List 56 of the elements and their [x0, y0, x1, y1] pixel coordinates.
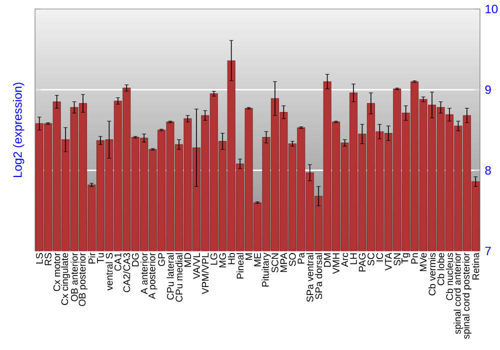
x-tick-label: SC — [368, 252, 374, 266]
x-tick-label: A anterior — [140, 252, 148, 294]
x-tick-label: CA1 — [114, 253, 122, 271]
x-tick-label: SPa dorsal — [315, 253, 322, 300]
x-tick-label: M — [245, 253, 252, 260]
x-tick-label: A posterior — [148, 252, 158, 299]
x-tick-label: GP — [158, 253, 165, 266]
x-tick-label: CPu medial — [175, 253, 182, 302]
x-tick-label: SPa ventral — [306, 253, 314, 302]
x-tick-label: Cb lobe — [437, 253, 444, 286]
x-tick-label: DG — [132, 253, 139, 266]
x-tick-label: MG — [219, 253, 226, 268]
x-tick-label: PAG — [358, 253, 366, 272]
x-tick-label: Pn — [411, 253, 418, 264]
x-tick-label: LH — [350, 253, 357, 264]
x-tick-label: MVe — [420, 253, 427, 272]
x-tick-label: OB posterior — [78, 252, 88, 306]
x-tick-label: Pineal — [236, 253, 244, 278]
x-tick-label: VPM/VPL — [202, 252, 209, 294]
x-tick-label: spinal cord posterior — [462, 252, 472, 339]
x-tick-label: Pituitary — [262, 252, 271, 286]
x-tick-label: Cb nucleus — [446, 252, 453, 300]
x-tick-label: Pir — [88, 252, 96, 264]
y-tick-label: 10 — [486, 4, 498, 14]
x-tick-label: Arc — [341, 252, 348, 267]
x-tick-label: Tg — [402, 253, 410, 264]
x-tick-label: Hb — [228, 253, 235, 264]
y-tick-label: 9 — [485, 85, 491, 94]
x-tick-label: VTA — [385, 252, 392, 271]
x-tick-label: OB anterior — [70, 252, 78, 302]
x-tick-label: SCN — [272, 253, 278, 272]
x-tick-label: Retina — [472, 252, 480, 280]
x-tick-label: RS — [44, 253, 52, 266]
y-tick-label: 8 — [485, 166, 491, 175]
x-tick-label: Tu — [97, 253, 104, 264]
x-tick-label: Cx cingulate — [61, 253, 70, 305]
x-tick-label: MPA — [280, 252, 287, 272]
x-tick-label: DM — [324, 253, 331, 267]
x-tick-label: ME — [254, 253, 261, 266]
x-tick-label: VMH — [332, 253, 340, 274]
x-tick-label: ventral S — [106, 253, 113, 290]
x-tick-label: Pa — [298, 252, 304, 264]
x-tick-label: LS — [36, 253, 43, 264]
x-tick-label: VA/VL — [192, 252, 200, 280]
x-tick-label: CA2/CA3 — [123, 253, 130, 292]
x-tick-label: LG — [210, 253, 218, 265]
y-axis-title: Log2 (expression) — [13, 82, 24, 178]
x-tick-label: IC — [376, 252, 384, 262]
x-tick-label: CPu lateral — [166, 253, 174, 300]
x-tick-label: Cb vermis — [428, 252, 436, 296]
x-tick-label: MD — [184, 253, 191, 267]
x-tick-label: SN — [394, 253, 400, 266]
y-tick-label: 7 — [485, 246, 491, 256]
x-tick-label: spinal cord anterior — [454, 252, 463, 334]
x-tick-label: SO — [289, 253, 296, 266]
x-tick-label: Cx motor — [53, 252, 60, 292]
